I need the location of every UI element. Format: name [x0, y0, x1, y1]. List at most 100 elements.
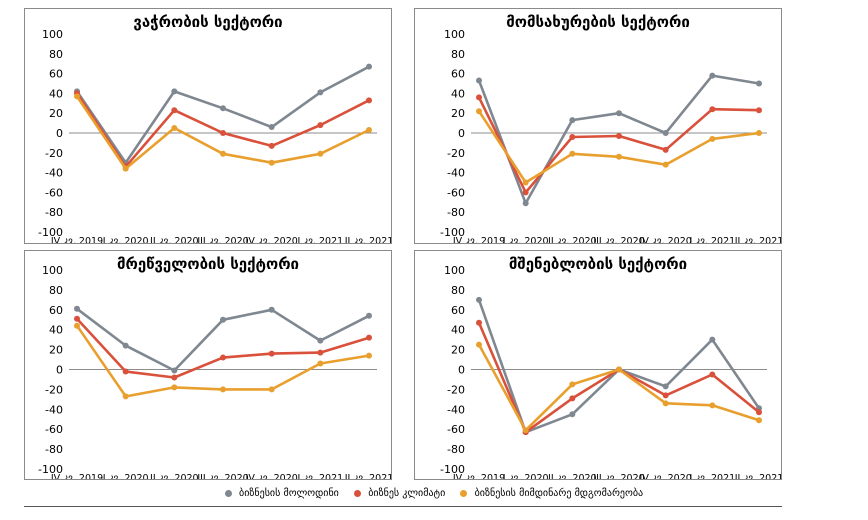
data-point-current-state [569, 381, 576, 388]
data-point-expectations [709, 72, 716, 79]
chart-panel-trade: ვაჭრობის სექტორი 100 80 60 40 20 0 -20 -40 -60 -8… [24, 8, 392, 244]
y-tick-label: -40 [45, 167, 63, 180]
data-point-climate [74, 315, 80, 322]
y-tick-label: -60 [45, 186, 63, 199]
y-tick-label: 80 [451, 284, 465, 297]
data-point-current-state [317, 150, 324, 157]
data-point-climate [616, 132, 622, 139]
y-tick-label: -100 [440, 463, 465, 476]
series-line-current-state [477, 109, 761, 184]
y-tick-label: -20 [45, 147, 63, 160]
y-tick-label: -60 [45, 423, 63, 436]
y-tick-label: 80 [49, 284, 63, 297]
data-point-climate [366, 334, 372, 341]
x-tick-label: I კვ. 2020 [503, 473, 549, 479]
y-tick-label: -80 [447, 206, 465, 219]
legend-label: ბიზნესის მოლოდინი [239, 488, 339, 499]
data-point-expectations [709, 336, 716, 343]
legend-label: ბიზნესის მიმდინარე მდგომარეობა [474, 488, 644, 499]
data-point-current-state [74, 93, 80, 100]
data-point-current-state [476, 108, 482, 115]
data-point-current-state [569, 150, 576, 157]
x-tick-label: I კვ. 2021 [689, 473, 735, 479]
y-tick-label: 40 [451, 324, 465, 337]
data-point-climate [220, 130, 226, 136]
legend-item-current-state: ბიზნესის მიმდინარე მდგომარეობა [460, 488, 643, 499]
y-tick-label: 0 [56, 364, 63, 377]
series-line-expectations [477, 298, 761, 434]
data-point-current-state [220, 386, 226, 393]
data-point-expectations [74, 305, 80, 312]
legend-label: ბიზნეს კლიმატი [368, 488, 446, 499]
chart-title: მშენებლობის სექტორი [508, 255, 688, 273]
y-tick-label: 60 [451, 68, 465, 81]
data-point-expectations [756, 80, 762, 87]
series-line-current-state [75, 324, 371, 398]
y-tick-label: 0 [56, 127, 63, 140]
data-point-current-state [709, 135, 716, 142]
data-point-climate [476, 94, 482, 101]
x-tick-label: II კვ. 2020 [150, 473, 199, 479]
data-point-expectations [569, 117, 576, 124]
bottom-divider [24, 506, 782, 507]
y-tick-label: 100 [42, 264, 63, 277]
y-tick-label: 100 [42, 28, 63, 41]
y-tick-label: -40 [447, 403, 465, 416]
data-point-expectations [122, 342, 129, 349]
chart-legend: ბიზნესის მოლოდინი ბიზნეს კლიმატი ბიზნესი… [0, 488, 868, 499]
y-tick-label: 20 [49, 344, 63, 357]
data-point-climate [662, 392, 669, 399]
data-point-climate [171, 107, 178, 114]
data-point-expectations [662, 383, 669, 390]
y-tick-label: 20 [451, 107, 465, 120]
data-point-expectations [476, 296, 482, 303]
data-point-climate [317, 349, 324, 356]
data-point-current-state [709, 402, 716, 409]
x-tick-label: I კვ. 2020 [503, 236, 549, 243]
x-tick-label: III კვ. 2020 [197, 236, 248, 243]
x-tick-label: I კვ. 2021 [689, 236, 735, 243]
y-tick-label: 40 [451, 87, 465, 100]
data-point-current-state [616, 153, 622, 160]
data-point-climate [662, 146, 669, 153]
data-point-expectations [171, 367, 178, 374]
chart-title: ვაჭრობის სექტორი [133, 13, 283, 31]
y-tick-label: -80 [45, 206, 63, 219]
y-tick-label: 0 [458, 127, 465, 140]
y-tick-label: -20 [447, 383, 465, 396]
data-point-expectations [616, 110, 622, 117]
x-tick-label: IV კვ. 2019 [453, 473, 505, 479]
data-point-climate [122, 368, 129, 375]
data-point-climate [268, 142, 275, 149]
data-point-climate [522, 189, 529, 196]
x-tick-label: IV კვ. 2019 [51, 473, 103, 479]
data-point-expectations [317, 89, 324, 96]
data-point-current-state [756, 130, 762, 136]
data-point-climate [317, 122, 324, 129]
data-point-expectations [366, 312, 372, 319]
data-point-expectations [317, 337, 324, 344]
data-point-current-state [74, 322, 80, 329]
data-point-current-state [171, 125, 178, 132]
data-point-expectations [662, 130, 669, 136]
y-tick-label: -20 [45, 383, 63, 396]
x-tick-label: IV კვ. 2020 [246, 236, 298, 243]
x-tick-label: IV კვ. 2019 [51, 236, 103, 243]
legend-marker [224, 489, 232, 497]
data-point-current-state [366, 352, 372, 359]
y-tick-label: 20 [451, 344, 465, 357]
legend-marker [354, 489, 362, 497]
y-tick-label: -20 [447, 147, 465, 160]
x-tick-label: II კვ. 2020 [548, 473, 597, 479]
y-tick-label: 40 [49, 87, 63, 100]
data-point-climate [709, 106, 716, 113]
y-tick-label: 100 [444, 264, 465, 277]
y-tick-label: 100 [444, 28, 465, 41]
data-point-current-state [756, 417, 762, 424]
y-tick-label: -100 [38, 463, 63, 476]
chart-panel-services: მომსახურების სექტორი 100 80 60 40 20 0 -20 -40 -… [414, 8, 782, 244]
chart-panel-industry: მრეწველობის სექტორი 100 80 60 40 20 0 -20 -40 -6… [24, 250, 392, 480]
y-tick-label: 60 [49, 304, 63, 317]
